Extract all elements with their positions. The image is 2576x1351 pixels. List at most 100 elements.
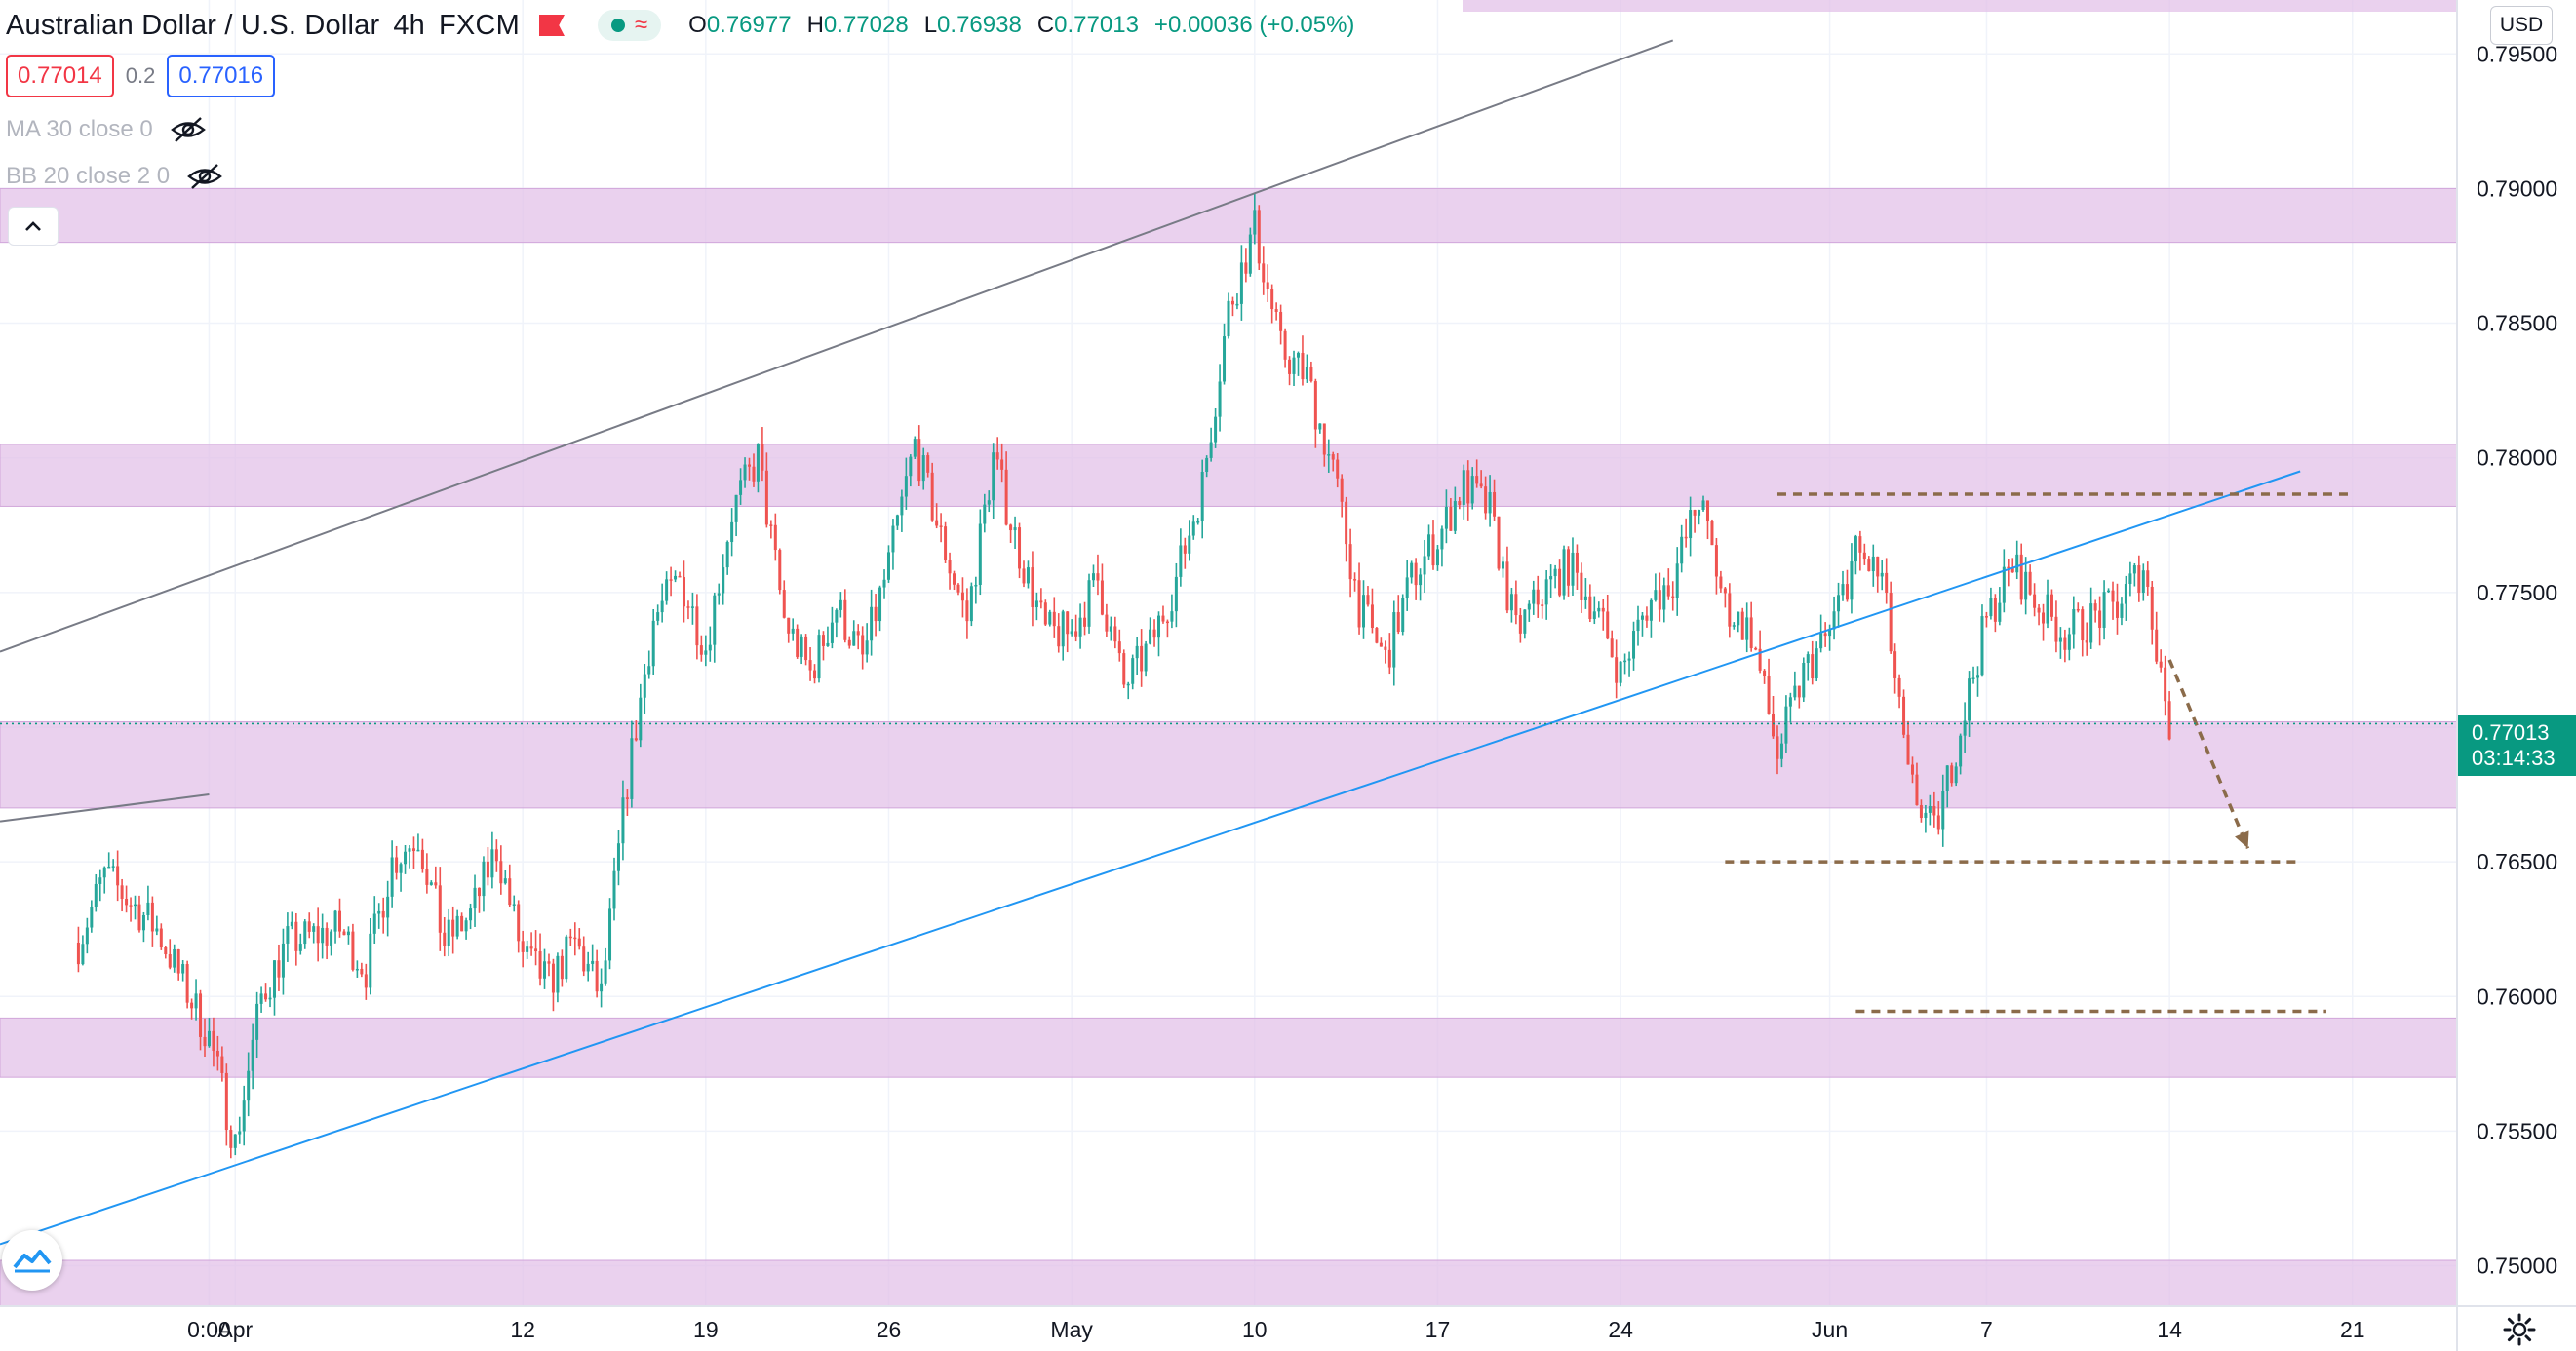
candle-body	[865, 640, 869, 655]
candle-body	[1919, 805, 1923, 819]
candle-body	[1728, 593, 1732, 627]
candle-body	[2141, 570, 2145, 594]
candle-body	[1131, 658, 1135, 684]
candle-body	[1963, 720, 1967, 736]
candle-body	[1749, 617, 1753, 648]
candle-body	[1223, 336, 1227, 382]
gear-icon[interactable]	[2502, 1312, 2537, 1347]
candle-body	[1435, 549, 1439, 566]
candle-body	[1096, 573, 1100, 581]
chevron-up-icon	[25, 221, 41, 231]
candle-body	[490, 849, 494, 878]
candle-body	[469, 908, 473, 921]
candle-body	[1043, 602, 1047, 625]
candle-body	[1698, 510, 1701, 516]
candle-body	[895, 515, 899, 526]
candle-body	[1405, 577, 1409, 598]
collapse-legend-button[interactable]	[8, 207, 59, 246]
candle-body	[1779, 743, 1783, 759]
indicator-ma[interactable]: MA 30 close 0	[6, 115, 208, 144]
candle-body	[2019, 554, 2023, 600]
candle-body	[447, 919, 450, 946]
candle-body	[411, 848, 415, 852]
candle-body	[704, 650, 708, 655]
candle-body	[2146, 570, 2150, 587]
candle-body	[678, 575, 682, 578]
buy-price-button[interactable]: 0.77016	[167, 55, 276, 97]
indicator-bb-label: BB 20 close 2 0	[6, 163, 171, 189]
candle-body	[125, 899, 129, 906]
candle-body	[1183, 545, 1187, 554]
candle-body	[351, 931, 355, 970]
candle-body	[1763, 670, 1767, 676]
candle-body	[1087, 580, 1091, 627]
candle-body	[1449, 506, 1453, 531]
candle-body	[321, 927, 325, 944]
indicator-bb[interactable]: BB 20 close 2 0	[6, 162, 224, 191]
candle-body	[355, 968, 359, 971]
candle-body	[730, 521, 734, 543]
tradingview-logo[interactable]	[2, 1230, 62, 1291]
candle-body	[264, 993, 268, 1000]
candle-body	[913, 439, 917, 457]
candle-body	[965, 600, 969, 622]
candle-body	[1740, 611, 1744, 640]
candle-body	[1270, 289, 1274, 310]
candle-body	[372, 913, 376, 934]
candle-body	[141, 914, 145, 931]
cloud-logo-icon	[13, 1250, 52, 1273]
flag-icon[interactable]	[538, 15, 565, 36]
candle-body	[651, 620, 655, 667]
candle-body	[699, 645, 703, 655]
drawn-trendlines[interactable]	[0, 39, 2457, 1246]
candle-body	[764, 470, 768, 525]
candle-body	[503, 878, 507, 884]
candle-body	[917, 439, 921, 482]
candle-body	[2155, 629, 2159, 662]
candle-body	[1858, 536, 1862, 553]
candle-body	[1932, 805, 1936, 816]
market-status-pill[interactable]: ≈	[597, 10, 662, 41]
candle-body	[674, 575, 678, 580]
spread-value: 0.2	[125, 63, 156, 88]
candle-body	[930, 472, 934, 521]
sell-price-button[interactable]: 0.77014	[6, 55, 114, 97]
candle-body	[1327, 454, 1331, 456]
candle-body	[1462, 470, 1465, 505]
y-tick-label: 0.75000	[2477, 1254, 2557, 1279]
y-tick-label: 0.78000	[2477, 445, 2557, 471]
candle-body	[756, 444, 760, 482]
candle-body	[2085, 640, 2088, 643]
candle-body	[852, 631, 856, 646]
candle-body	[1793, 685, 1797, 698]
candle-body	[995, 452, 999, 460]
candle-body	[1196, 521, 1200, 523]
currency-button[interactable]: USD	[2490, 6, 2553, 45]
candle-body	[1157, 615, 1161, 638]
candle-body	[238, 1131, 242, 1135]
candle-body	[1248, 234, 1252, 274]
symbol-title[interactable]: Australian Dollar / U.S. Dollar	[6, 9, 380, 41]
support-resistance-zones[interactable]	[0, 0, 2458, 1307]
y-tick-label: 0.78500	[2477, 311, 2557, 336]
trendline	[0, 793, 210, 823]
symbol-header: Australian Dollar / U.S. Dollar 4h FXCM …	[6, 6, 1354, 45]
candle-body	[1301, 353, 1305, 380]
candle-body	[1615, 657, 1619, 683]
candle-body	[547, 961, 551, 964]
bid-ask-row: 0.77014 0.2 0.77016	[6, 55, 276, 97]
candle-body	[800, 636, 803, 657]
sr-zone	[0, 1017, 2458, 1078]
candle-body	[725, 542, 729, 568]
hidden-eye-icon[interactable]	[185, 162, 224, 191]
candle-body	[656, 612, 660, 621]
hidden-eye-icon[interactable]	[169, 115, 208, 144]
candle-body	[1662, 585, 1666, 610]
ohlc-close: C0.77013	[1036, 12, 1139, 38]
candle-body	[1549, 576, 1553, 580]
interval-label[interactable]: 4h	[393, 9, 425, 41]
sr-zone	[0, 720, 2458, 809]
ohlc-values: O0.76977 H0.77028 L0.76938 C0.77013 +0.0…	[688, 12, 1354, 39]
candle-body	[874, 606, 878, 622]
